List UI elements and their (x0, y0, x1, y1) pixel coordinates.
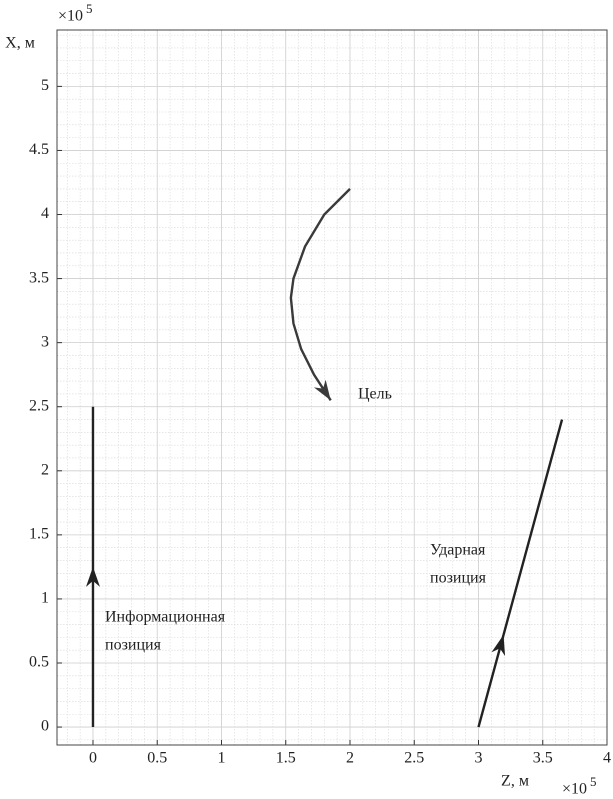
plot-area (57, 30, 607, 745)
x-axis-label: Z, м (501, 773, 529, 790)
y-tick-label: 2.5 (29, 397, 49, 414)
x-multiplier: ×10 (562, 781, 587, 798)
y-multiplier-power: 5 (86, 1, 93, 16)
x-tick-label: 0 (89, 750, 97, 767)
x-tick-label: 2.5 (404, 750, 424, 767)
x-tick-label: 3.5 (533, 750, 553, 767)
y-axis-label: X, м (5, 35, 35, 52)
y-tick-label: 2 (41, 461, 49, 478)
annotation: позиция (430, 570, 487, 587)
x-tick-label: 0.5 (147, 750, 167, 767)
y-tick-label: 4.5 (29, 141, 49, 158)
arrow-head (491, 634, 506, 656)
x-tick-label: 4 (603, 750, 611, 767)
y-tick-label: 0.5 (29, 654, 49, 671)
x-tick-label: 2 (346, 750, 354, 767)
annotation: позиция (105, 637, 162, 654)
arrow-head (85, 566, 100, 587)
y-tick-label: 1 (41, 590, 49, 607)
line (289, 188, 351, 401)
annotation: Ударная (430, 542, 486, 559)
y-multiplier: ×10 (58, 8, 83, 25)
y-tick-label: 5 (41, 77, 49, 94)
y-tick-label: 3 (41, 333, 49, 350)
y-tick-label: 4 (41, 205, 49, 222)
annotation: Информационная (105, 609, 226, 626)
y-tick-label: 1.5 (29, 526, 49, 543)
x-tick-label: 1 (217, 750, 225, 767)
annotation: Цель (358, 386, 392, 403)
y-tick-label: 3.5 (29, 269, 49, 286)
line (477, 419, 564, 728)
x-tick-label: 3 (474, 750, 482, 767)
plot-frame (56, 29, 608, 746)
x-tick-label: 1.5 (276, 750, 296, 767)
arrow-head (313, 379, 331, 401)
x-multiplier-power: 5 (590, 774, 597, 789)
y-tick-label: 0 (41, 718, 49, 735)
